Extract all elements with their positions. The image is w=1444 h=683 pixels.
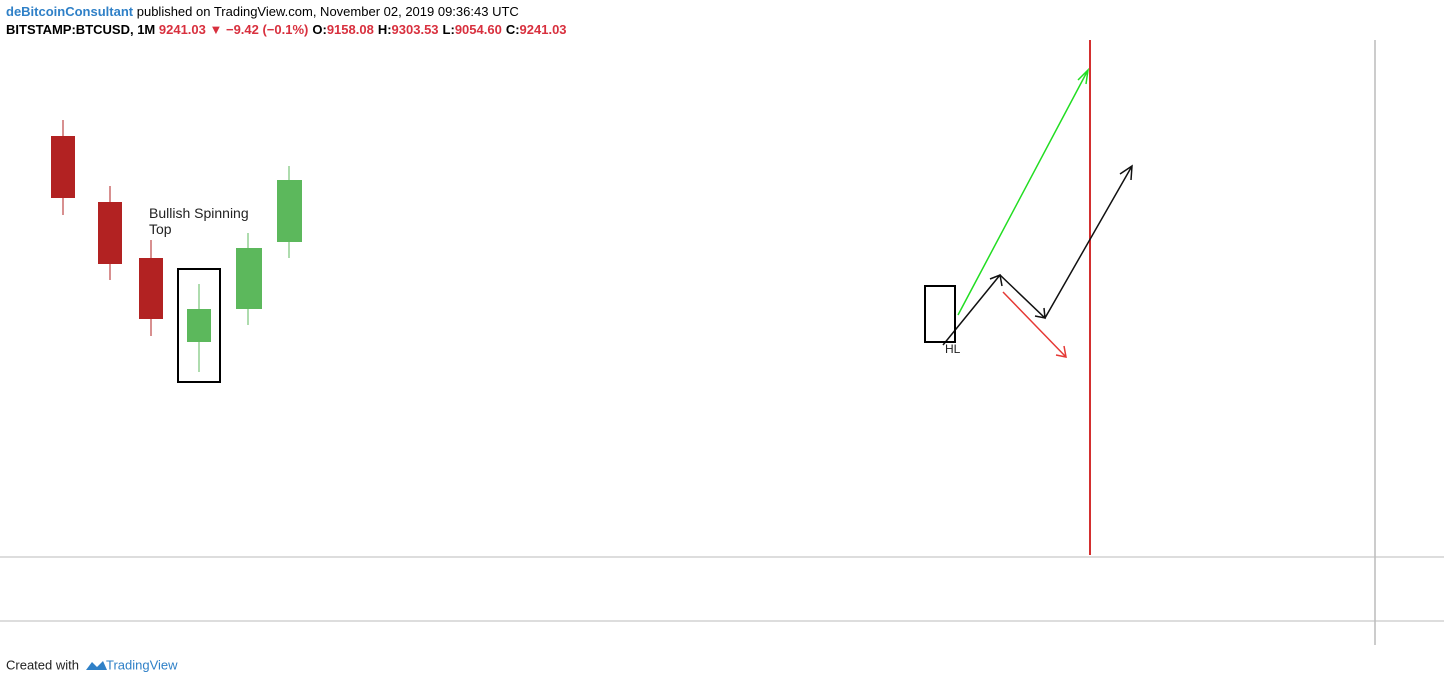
annotation: Bullish Spinning Top <box>149 205 249 237</box>
highlight-box <box>924 285 956 343</box>
published: published on TradingView.com, November 0… <box>136 4 519 19</box>
ohlc-value: 9241.03 <box>519 22 567 37</box>
symbol: BITSTAMP:BTCUSD, 1M <box>6 22 156 37</box>
header-line: deBitcoinConsultant published on Trading… <box>6 4 519 19</box>
inset <box>48 108 328 385</box>
ohlc-key: H: <box>377 22 392 37</box>
ohlc-value: 9303.53 <box>391 22 439 37</box>
ohlc-key: C: <box>505 22 520 37</box>
annotation: HL <box>945 342 961 356</box>
ohlc-key: O: <box>312 22 327 37</box>
footer-text: Created with <box>6 657 79 672</box>
ohlc-value: 9158.08 <box>326 22 374 37</box>
projection-arrows <box>942 67 1133 358</box>
ohlc-key: L: <box>442 22 455 37</box>
logo <box>86 661 107 670</box>
change: 9241.03 ▼ −9.42 (−0.1%) <box>158 22 309 37</box>
ohlc-value: 9054.60 <box>454 22 502 37</box>
footer-brand: TradingView <box>106 657 178 672</box>
inset-illustration <box>51 120 302 383</box>
author: deBitcoinConsultant <box>6 4 134 19</box>
header-symbol: BITSTAMP:BTCUSD, 1M 9241.03 ▼ −9.42 (−0.… <box>6 22 567 37</box>
